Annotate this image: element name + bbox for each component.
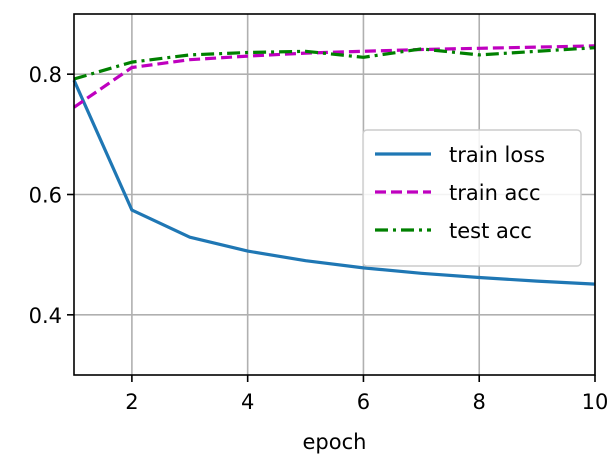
x-tick-label: 2: [125, 390, 138, 414]
legend-label: test acc: [449, 219, 532, 243]
axis-ticks: 2 4 6 8 10 0.4 0.6 0.8: [29, 63, 609, 414]
y-tick-label: 0.6: [29, 184, 62, 208]
x-axis-label: epoch: [303, 430, 367, 454]
series-lines: [72, 44, 596, 286]
y-tick-label: 0.4: [29, 304, 62, 328]
x-tick-label: 4: [241, 390, 254, 414]
legend-label: train loss: [449, 143, 545, 167]
legend-label: train acc: [449, 181, 541, 205]
series-line-test-acc: [73, 46, 596, 81]
series-line-train-loss: [72, 79, 596, 286]
x-tick-label: 8: [473, 390, 486, 414]
x-tick-label: 6: [357, 390, 370, 414]
x-tick-label: 10: [582, 390, 609, 414]
y-tick-label: 0.8: [29, 63, 62, 87]
legend: train loss train acc test acc: [362, 129, 582, 267]
legend-box: [362, 129, 582, 267]
series-line-train-acc: [73, 44, 596, 109]
